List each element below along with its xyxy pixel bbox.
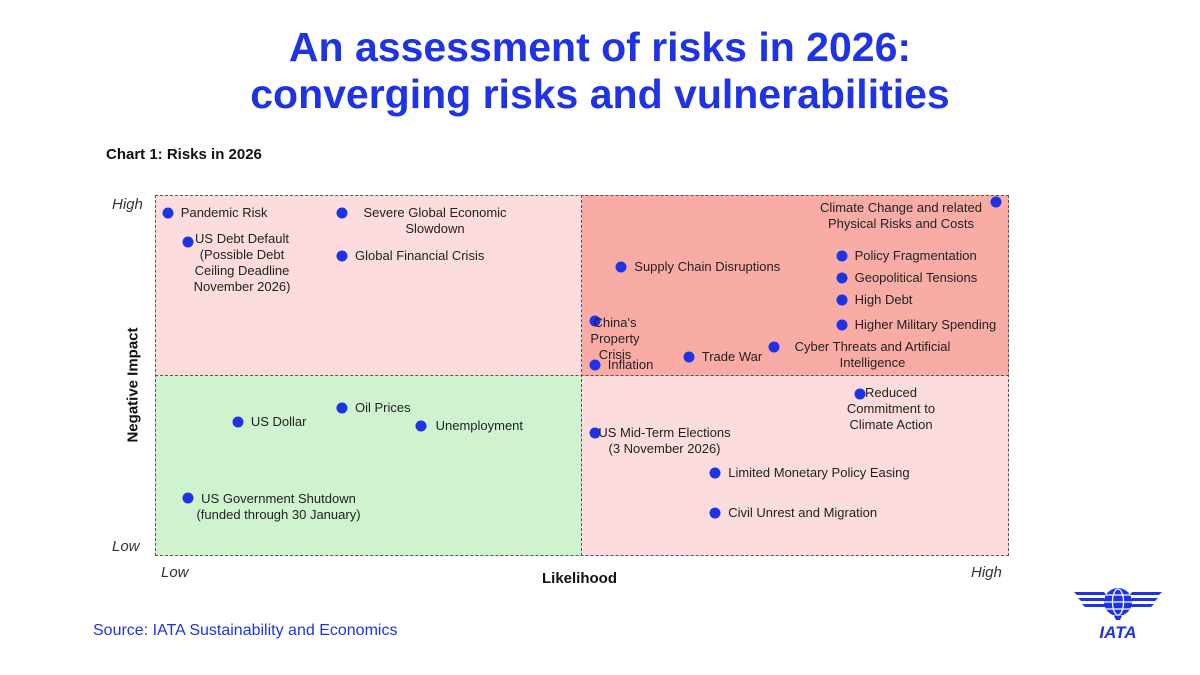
risk-label-2: US Debt Default (Possible Debt Ceiling D… [193, 231, 291, 294]
risk-label-7: Inflation [607, 356, 654, 372]
risk-point-20 [589, 427, 601, 439]
divider-horizontal [155, 375, 1009, 376]
risk-point-2 [182, 236, 194, 248]
risk-point-12 [836, 272, 848, 284]
risk-point-15 [232, 416, 244, 428]
y-tick-low: Low [112, 538, 140, 555]
iata-logo-text: IATA [1099, 623, 1136, 642]
risk-label-1: Pandemic Risk [180, 205, 268, 221]
risk-point-16 [336, 402, 348, 414]
x-axis-label: Likelihood [542, 570, 617, 587]
iata-logo: IATA [1074, 588, 1162, 642]
risk-point-14 [836, 319, 848, 331]
risk-point-18 [182, 492, 194, 504]
page-title-line-1: An assessment of risks in 2026: [288, 24, 912, 70]
risk-point-9 [768, 341, 780, 353]
risk-label-16: Oil Prices [355, 399, 411, 415]
page-title-line-2: converging risks and vulnerabilities [250, 71, 950, 117]
risk-point-8 [683, 351, 695, 363]
risk-label-21: Limited Monetary Policy Easing [728, 464, 910, 480]
risk-point-4 [336, 250, 348, 262]
risk-label-3: Severe Global Economic Slowdown [363, 205, 507, 237]
risk-label-19: Reduced Commitment to Climate Action [846, 385, 936, 432]
risk-label-18: US Government Shutdown (funded through 3… [196, 491, 361, 522]
quadrant-low-impact-high-likelihood [582, 376, 1009, 556]
y-axis-label: Negative Impact [124, 327, 142, 443]
risk-label-22: Civil Unrest and Migration [728, 504, 878, 520]
risk-point-19 [854, 388, 866, 400]
risk-label-11: Policy Fragmentation [854, 248, 977, 264]
chart-title: Chart 1: Risks in 2026 [106, 146, 262, 163]
risk-label-10: Climate Change and related Physical Risk… [820, 200, 982, 231]
risk-matrix-plot: Pandemic Risk US Debt Default (Possible D… [155, 195, 1009, 556]
risk-point-11 [836, 250, 848, 262]
risk-label-6: China's Property Crisis [590, 315, 640, 362]
risk-label-15: US Dollar [250, 414, 307, 430]
risk-point-13 [836, 294, 848, 306]
risk-point-7 [589, 359, 601, 371]
risk-label-4: Global Financial Crisis [355, 248, 485, 264]
quadrant-high-impact-low-likelihood [155, 195, 582, 376]
risk-label-5: Supply Chain Disruptions [634, 259, 781, 275]
risk-point-6 [589, 315, 601, 327]
risk-label-17: Unemployment [435, 418, 524, 434]
risk-label-20: US Mid-Term Elections (3 November 2026) [598, 425, 731, 456]
x-tick-low: Low [161, 564, 189, 581]
risk-label-12: Geopolitical Tensions [854, 270, 978, 286]
source-note: Source: IATA Sustainability and Economic… [93, 622, 398, 639]
risk-point-1 [162, 207, 174, 219]
x-tick-high: High [971, 564, 1002, 581]
y-tick-high: High [112, 196, 143, 213]
quadrant-low-impact-low-likelihood [155, 376, 582, 556]
risk-point-5 [615, 261, 627, 273]
risk-label-9: Cyber Threats and Artificial Intelligenc… [794, 339, 951, 370]
quadrant-high-impact-high-likelihood [582, 195, 1009, 376]
risk-point-10 [990, 196, 1002, 208]
risk-label-8: Trade War [701, 349, 763, 365]
risk-point-21 [709, 467, 721, 479]
risk-label-13: High Debt [854, 291, 913, 307]
risk-point-3 [336, 207, 348, 219]
risk-point-22 [709, 507, 721, 519]
risk-point-17 [415, 420, 427, 432]
risk-label-14: Higher Military Spending [854, 316, 997, 332]
